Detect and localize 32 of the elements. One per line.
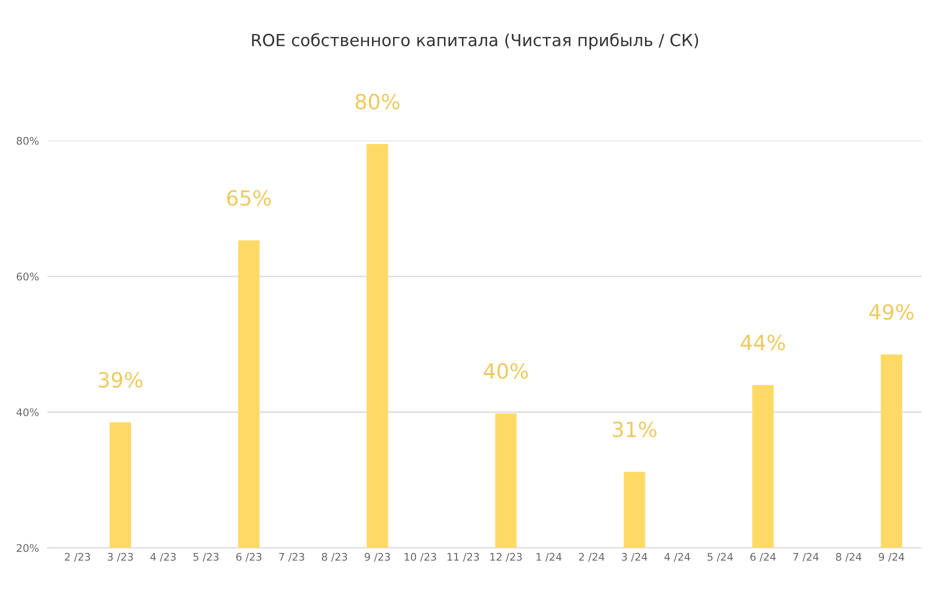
x-tick-label: 12 /23 [490,552,522,562]
data-label: 39% [98,372,142,388]
data-label: 40% [484,363,528,379]
x-tick-label: 10 /23 [404,552,436,562]
x-tick-label: 9 /23 [364,552,390,562]
data-label: 80% [356,94,400,110]
data-label: 49% [869,304,914,320]
data-label: 65% [227,190,271,206]
chart-title: ROE собственного капитала (Чистая прибыль / СК) [252,33,698,50]
x-tick-label: 8 /24 [836,552,862,562]
y-tick-label: 80% [16,136,39,145]
data-label: 44% [740,334,785,350]
x-tick-label: 2 /24 [579,552,604,562]
x-tick-label: 5 /23 [193,552,219,562]
data-label: 31% [612,421,656,438]
x-tick-label: 1 /24 [536,552,562,562]
x-tick-label: 2 /23 [64,552,90,562]
x-tick-label: 5 /24 [708,552,733,562]
x-tick-label: 3 /23 [108,552,133,562]
x-tick-label: 6 /24 [750,552,776,562]
x-tick-label: 7 /23 [279,552,304,562]
x-tick-label: 4 /23 [150,552,176,562]
y-tick-label: 40% [16,408,39,416]
y-tick-label: 60% [16,272,39,280]
x-tick-label: 8 /23 [322,552,348,562]
x-tick-label: 11 /23 [448,552,479,562]
x-tick-label: 3 /24 [622,552,648,562]
x-tick-label: 7 /24 [793,552,819,562]
x-tick-label: 4 /24 [664,552,690,562]
x-tick-label: 6 /23 [236,552,262,562]
y-tick-label: 20% [16,544,39,552]
x-tick-label: 9 /24 [878,552,904,562]
